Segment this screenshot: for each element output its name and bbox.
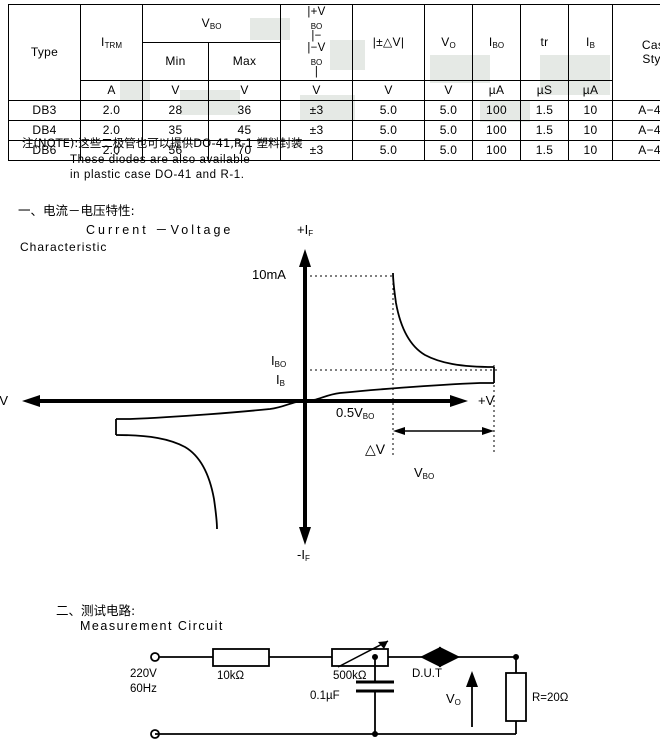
- header-type: Type: [9, 5, 81, 101]
- cell-delta-v: 5.0: [353, 141, 425, 161]
- cell-ib: 10: [569, 121, 613, 141]
- cell-tr: 1.5: [521, 121, 569, 141]
- header-tr: tr: [521, 5, 569, 81]
- cell-case-style: A−405: [613, 141, 660, 161]
- note-block: 注(NOTE):这些二极管也可以提供DO-41,R-1 塑料封装 These d…: [22, 136, 303, 184]
- junction-dot: [372, 731, 378, 737]
- note-text-chinese: 这些二极管也可以提供DO-41,R-1 塑料封装: [78, 136, 302, 150]
- cell-vbo-difference: ±3: [281, 101, 353, 121]
- header-case-style-line1: Case: [642, 38, 660, 52]
- header-delta-v: |±△V|: [353, 5, 425, 81]
- cell-case-style: A−405: [613, 121, 660, 141]
- cell-vbo-max: 36: [209, 101, 281, 121]
- unit-delta-v: V: [353, 81, 425, 101]
- source-voltage: 220V: [130, 668, 157, 680]
- cell-ibo: 100: [473, 121, 521, 141]
- delta-v-measure-arrow: [0, 215, 520, 575]
- resistor-500k-label: 500kΩ: [333, 669, 367, 684]
- cell-ib: 10: [569, 141, 613, 161]
- table-units-row: A V V V V V µA µS µA: [9, 81, 660, 101]
- header-vbo: VBO: [143, 5, 281, 43]
- unit-ibo: µA: [473, 81, 521, 101]
- cell-vbo-min: 28: [143, 101, 209, 121]
- cell-vo: 5.0: [425, 101, 473, 121]
- header-ibo: IBO: [473, 5, 521, 81]
- unit-itrm: A: [81, 81, 143, 101]
- load-resistor-symbol: [506, 673, 526, 721]
- note-text-english-line1: These diodes are also available: [70, 153, 303, 169]
- unit-tr: µS: [521, 81, 569, 101]
- resistor-10k-symbol: [213, 649, 269, 666]
- section2-heading-english: Measurement Circuit: [80, 619, 224, 633]
- cell-ibo: 100: [473, 141, 521, 161]
- load-resistor-label: R=20Ω: [532, 691, 568, 706]
- cell-itrm: 2.0: [81, 101, 143, 121]
- header-case-style: Case Style: [613, 5, 660, 101]
- cell-type: DB3: [9, 101, 81, 121]
- capacitor-label: 0.1µF: [310, 689, 340, 704]
- cell-vo: 5.0: [425, 141, 473, 161]
- note-label: 注(NOTE):: [22, 136, 78, 150]
- source-frequency: 60Hz: [130, 683, 157, 695]
- section2-heading-chinese: 二、测试电路:: [56, 600, 135, 619]
- header-vo: VO: [425, 5, 473, 81]
- vo-arrow-head: [466, 671, 478, 687]
- header-ib: IB: [569, 5, 613, 81]
- header-case-style-line2: Style: [642, 52, 660, 66]
- unit-vbo-difference: V: [281, 81, 353, 101]
- dut-diac-symbol: [422, 648, 458, 666]
- junction-dot: [372, 654, 378, 660]
- header-itrm: ITRM: [81, 5, 143, 81]
- junction-dot: [513, 654, 519, 660]
- cell-ib: 10: [569, 101, 613, 121]
- header-vbo-min: Min: [143, 43, 209, 81]
- dut-label: D.U.T: [412, 667, 442, 682]
- cell-tr: 1.5: [521, 101, 569, 121]
- table-row: DB3 2.0 28 36 ±3 5.0 5.0 100 1.5 10 A−40…: [9, 101, 660, 121]
- header-vbo-max: Max: [209, 43, 281, 81]
- source-label: 220V 60Hz: [130, 667, 157, 697]
- unit-vo: V: [425, 81, 473, 101]
- unit-vbo-min: V: [143, 81, 209, 101]
- cell-tr: 1.5: [521, 141, 569, 161]
- measurement-circuit-diagram: 220V 60Hz 10kΩ 500kΩ 0.1µF D.U.T VO R=20…: [120, 635, 660, 748]
- output-voltage-label: VO: [446, 691, 461, 708]
- terminal-top: [151, 653, 159, 661]
- resistor-500k-symbol: [332, 649, 388, 666]
- cell-case-style: A−405: [613, 101, 660, 121]
- unit-ib: µA: [569, 81, 613, 101]
- unit-vbo-max: V: [209, 81, 281, 101]
- iv-characteristic-chart: +IF -IF +V -V 10mA IBO IB 0.5VBO △V VBO: [0, 215, 520, 575]
- cell-ibo: 100: [473, 101, 521, 121]
- circuit-schematic-svg: [120, 635, 660, 748]
- cell-delta-v: 5.0: [353, 101, 425, 121]
- cell-vo: 5.0: [425, 121, 473, 141]
- resistor-10k-label: 10kΩ: [217, 669, 244, 684]
- cell-delta-v: 5.0: [353, 121, 425, 141]
- note-text-english-line2: in plastic case DO-41 and R-1.: [70, 168, 303, 184]
